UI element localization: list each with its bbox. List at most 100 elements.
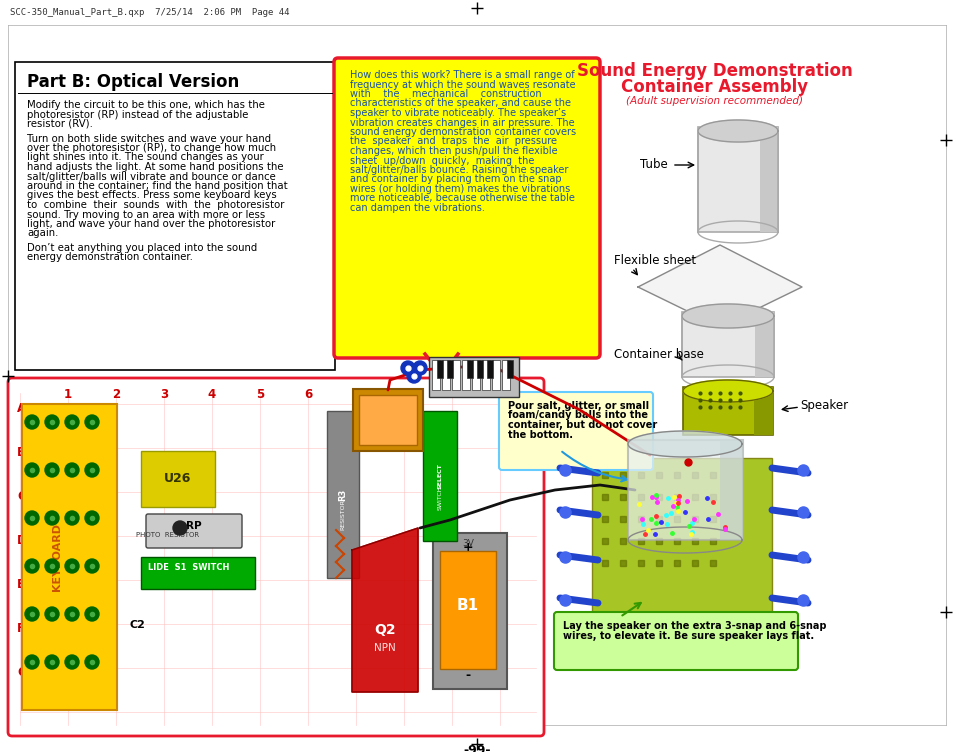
Circle shape bbox=[413, 361, 427, 375]
Circle shape bbox=[25, 607, 39, 621]
Text: gives the best effects. Press some keyboard keys: gives the best effects. Press some keybo… bbox=[27, 190, 276, 201]
Circle shape bbox=[25, 415, 39, 429]
Circle shape bbox=[45, 655, 59, 669]
Text: U26: U26 bbox=[164, 472, 192, 486]
Circle shape bbox=[85, 559, 99, 573]
Text: wires (or holding them) makes the vibrations: wires (or holding them) makes the vibrat… bbox=[350, 184, 570, 194]
Text: speaker to vibrate noticeably. The speaker’s: speaker to vibrate noticeably. The speak… bbox=[350, 108, 565, 118]
Text: B1: B1 bbox=[456, 598, 478, 612]
Text: frequency at which the sound waves resonate: frequency at which the sound waves reson… bbox=[350, 80, 575, 89]
FancyBboxPatch shape bbox=[429, 357, 518, 397]
Text: vibration creates changes in air pressure. The: vibration creates changes in air pressur… bbox=[350, 117, 574, 128]
FancyBboxPatch shape bbox=[554, 612, 797, 670]
Circle shape bbox=[85, 415, 99, 429]
Text: wires, to elevate it. Be sure speaker lays flat.: wires, to elevate it. Be sure speaker la… bbox=[562, 631, 813, 641]
Text: energy demonstration container.: energy demonstration container. bbox=[27, 253, 193, 262]
Text: changes, which then push/pull the flexible: changes, which then push/pull the flexib… bbox=[350, 146, 558, 156]
Text: to  combine  their  sounds  with  the  photoresistor: to combine their sounds with the photore… bbox=[27, 200, 284, 210]
FancyBboxPatch shape bbox=[476, 360, 482, 378]
Text: +: + bbox=[462, 541, 473, 554]
FancyBboxPatch shape bbox=[432, 360, 439, 390]
Text: with    the    mechanical    construction: with the mechanical construction bbox=[350, 89, 541, 99]
FancyBboxPatch shape bbox=[627, 440, 742, 540]
Polygon shape bbox=[698, 120, 778, 142]
FancyBboxPatch shape bbox=[334, 58, 599, 358]
Circle shape bbox=[85, 463, 99, 477]
Text: 1: 1 bbox=[64, 387, 72, 401]
Text: the  speaker  and  traps  the  air  pressure: the speaker and traps the air pressure bbox=[350, 137, 557, 147]
FancyBboxPatch shape bbox=[760, 127, 778, 232]
FancyBboxPatch shape bbox=[472, 360, 479, 390]
Text: -: - bbox=[465, 669, 470, 682]
Circle shape bbox=[65, 559, 79, 573]
FancyBboxPatch shape bbox=[754, 312, 773, 377]
FancyBboxPatch shape bbox=[447, 360, 453, 378]
FancyBboxPatch shape bbox=[501, 360, 510, 390]
Polygon shape bbox=[638, 245, 801, 327]
FancyBboxPatch shape bbox=[498, 392, 652, 470]
Text: more noticeable, because otherwise the table: more noticeable, because otherwise the t… bbox=[350, 193, 575, 204]
Circle shape bbox=[407, 369, 420, 383]
Text: Speaker: Speaker bbox=[800, 399, 847, 411]
Text: -99-: -99- bbox=[463, 744, 490, 752]
Circle shape bbox=[65, 463, 79, 477]
Text: C: C bbox=[17, 490, 26, 502]
Circle shape bbox=[172, 521, 187, 535]
Text: A: A bbox=[17, 402, 26, 414]
Text: Lay the speaker on the extra 3-snap and 6-snap: Lay the speaker on the extra 3-snap and … bbox=[562, 621, 825, 631]
Circle shape bbox=[65, 607, 79, 621]
Text: LIDE  S1  SWITCH: LIDE S1 SWITCH bbox=[148, 563, 229, 572]
Text: F: F bbox=[17, 621, 25, 635]
Text: RESISTOR: RESISTOR bbox=[340, 499, 345, 530]
Text: sheet  up/down  quickly,  making  the: sheet up/down quickly, making the bbox=[350, 156, 534, 165]
Circle shape bbox=[65, 655, 79, 669]
Circle shape bbox=[45, 511, 59, 525]
Text: around in the container; find the hand position that: around in the container; find the hand p… bbox=[27, 181, 288, 191]
FancyBboxPatch shape bbox=[146, 514, 242, 548]
FancyBboxPatch shape bbox=[492, 360, 499, 390]
Text: KEYBOARD: KEYBOARD bbox=[52, 523, 62, 591]
Text: hand adjusts the light. At some hand positions the: hand adjusts the light. At some hand pos… bbox=[27, 162, 283, 172]
Circle shape bbox=[45, 607, 59, 621]
FancyBboxPatch shape bbox=[141, 557, 254, 589]
Polygon shape bbox=[424, 354, 457, 375]
FancyBboxPatch shape bbox=[15, 62, 335, 370]
FancyBboxPatch shape bbox=[8, 378, 543, 736]
FancyBboxPatch shape bbox=[481, 360, 490, 390]
FancyBboxPatch shape bbox=[22, 404, 117, 710]
FancyBboxPatch shape bbox=[327, 411, 358, 578]
Text: E: E bbox=[17, 578, 25, 590]
Text: light, and wave your hand over the photoresistor: light, and wave your hand over the photo… bbox=[27, 219, 275, 229]
Text: PHOTO  RESISTOR: PHOTO RESISTOR bbox=[136, 532, 199, 538]
FancyBboxPatch shape bbox=[486, 360, 493, 378]
FancyBboxPatch shape bbox=[698, 127, 778, 232]
Text: 2: 2 bbox=[112, 387, 120, 401]
Text: 5: 5 bbox=[255, 387, 264, 401]
Circle shape bbox=[400, 361, 415, 375]
Polygon shape bbox=[352, 528, 417, 692]
Circle shape bbox=[85, 655, 99, 669]
FancyBboxPatch shape bbox=[592, 458, 771, 623]
Text: Flexible sheet: Flexible sheet bbox=[614, 253, 696, 266]
Text: Modify the circuit to be this one, which has the: Modify the circuit to be this one, which… bbox=[27, 100, 265, 110]
FancyBboxPatch shape bbox=[353, 389, 422, 451]
Text: RP: RP bbox=[186, 521, 202, 531]
Circle shape bbox=[85, 607, 99, 621]
FancyBboxPatch shape bbox=[720, 440, 742, 540]
Text: Q2: Q2 bbox=[374, 623, 395, 637]
Text: B: B bbox=[17, 445, 26, 459]
Circle shape bbox=[25, 463, 39, 477]
Circle shape bbox=[85, 511, 99, 525]
Text: 3V: 3V bbox=[461, 538, 474, 547]
FancyBboxPatch shape bbox=[141, 451, 214, 507]
FancyBboxPatch shape bbox=[753, 387, 772, 435]
Circle shape bbox=[65, 511, 79, 525]
FancyBboxPatch shape bbox=[433, 533, 506, 689]
Text: over the photoresistor (RP), to change how much: over the photoresistor (RP), to change h… bbox=[27, 143, 275, 153]
Text: salt/glitter/balls will vibrate and bounce or dance: salt/glitter/balls will vibrate and boun… bbox=[27, 171, 275, 181]
Circle shape bbox=[65, 415, 79, 429]
Polygon shape bbox=[682, 380, 772, 402]
Text: and container by placing them on the snap: and container by placing them on the sna… bbox=[350, 174, 561, 184]
Circle shape bbox=[25, 511, 39, 525]
Text: 6: 6 bbox=[304, 387, 312, 401]
